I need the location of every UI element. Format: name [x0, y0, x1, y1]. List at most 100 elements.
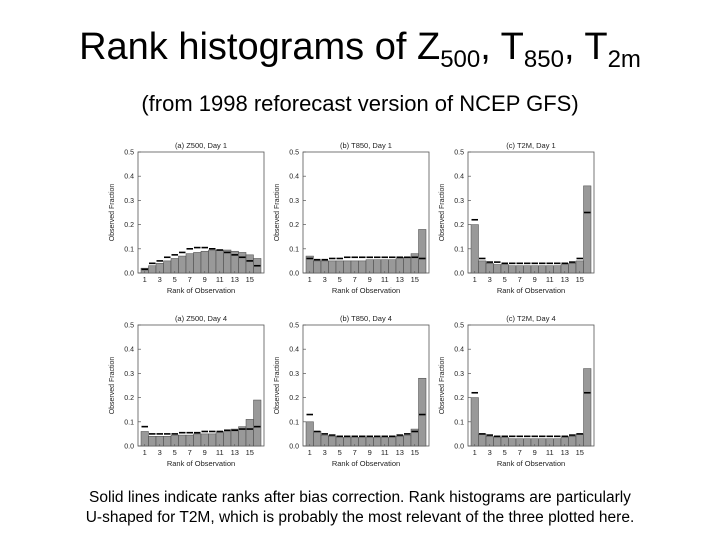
y-tick-label: 0.3 [124, 198, 134, 205]
x-tick-label: 9 [533, 448, 537, 457]
bar-rank-2 [478, 433, 487, 447]
slide-title: Rank histograms of Z500, T850, T2m [0, 24, 720, 73]
x-tick-label: 5 [338, 275, 342, 284]
y-axis-label: Observed Fraction [439, 184, 446, 242]
panel-title: (a) Z500, Day 4 [175, 314, 227, 323]
slide-subtitle: (from 1998 reforecast version of NCEP GF… [141, 91, 579, 116]
bar-rank-4 [163, 436, 172, 447]
x-tick-label: 1 [308, 448, 312, 457]
bar-rank-1 [140, 431, 149, 447]
x-tick-label: 7 [188, 275, 192, 284]
title-t850-subscript: 850 [523, 46, 564, 73]
title-z-subscript: 500 [440, 46, 481, 73]
bar-rank-8 [193, 252, 202, 274]
panel-title: (b) T850, Day 1 [340, 141, 392, 150]
x-tick-label: 1 [473, 448, 477, 457]
x-tick-label: 13 [231, 275, 239, 284]
x-tick-label: 13 [396, 448, 404, 457]
y-tick-label: 0.2 [124, 222, 134, 229]
bar-rank-4 [328, 436, 337, 447]
x-tick-label: 13 [396, 275, 404, 284]
bar-rank-14 [568, 263, 577, 274]
bar-rank-2 [148, 265, 157, 274]
bar-rank-4 [493, 264, 502, 274]
x-tick-label: 7 [353, 275, 357, 284]
x-tick-label: 3 [323, 448, 327, 457]
x-tick-label: 7 [518, 275, 522, 284]
title-text: Rank histograms of Z [79, 26, 441, 68]
x-tick-label: 7 [353, 448, 357, 457]
panel-title: (c) T2M, Day 1 [506, 141, 555, 150]
y-tick-label: 0.3 [454, 371, 464, 378]
bar-rank-16 [583, 185, 592, 274]
bar-rank-6 [178, 255, 187, 274]
title-separator-1: , T [480, 26, 524, 68]
panel-title: (a) Z500, Day 1 [175, 141, 227, 150]
bar-rank-2 [478, 260, 487, 274]
bar-rank-10 [208, 249, 217, 274]
histogram-panel-5: (b) T850, Day 4 0.0 0.1 0.2 0.3 0.4 0.5 Observe… [274, 314, 430, 468]
x-tick-label: 3 [488, 275, 492, 284]
bar-rank-13 [230, 428, 239, 447]
caption-line-2: U-shaped for T2M, which is probably the … [85, 509, 635, 526]
bar-rank-1 [470, 224, 479, 274]
x-tick-label: 9 [203, 275, 207, 284]
y-tick-label: 0.4 [289, 174, 299, 181]
slide-caption: Solid lines indicate ranks after bias co… [40, 488, 680, 528]
bar-rank-4 [328, 260, 337, 274]
bar-rank-12 [388, 437, 397, 447]
y-tick-label: 0.1 [289, 246, 299, 253]
x-axis-label: Rank of Observation [167, 459, 235, 468]
x-tick-label: 1 [473, 275, 477, 284]
bar-rank-8 [523, 438, 532, 447]
bar-rank-16 [418, 229, 427, 274]
x-tick-label: 7 [518, 448, 522, 457]
x-axis-label: Rank of Observation [497, 459, 565, 468]
y-tick-label: 0.5 [289, 323, 299, 330]
bar-rank-15 [245, 254, 254, 274]
bar-rank-8 [193, 433, 202, 447]
y-tick-label: 0.4 [124, 174, 134, 181]
x-tick-label: 9 [368, 448, 372, 457]
histogram-panel-4: (a) Z500, Day 4 0.0 0.1 0.2 0.3 0.4 0.5 Observe… [109, 314, 265, 468]
y-tick-label: 0.1 [124, 419, 134, 426]
bar-rank-11 [215, 249, 224, 274]
y-tick-label: 0.5 [289, 150, 299, 157]
y-axis-label: Observed Fraction [274, 184, 281, 242]
y-tick-label: 0.4 [124, 347, 134, 354]
x-tick-label: 11 [546, 275, 554, 284]
bar-rank-10 [373, 437, 382, 447]
y-tick-label: 0.0 [289, 271, 299, 278]
bar-rank-10 [538, 438, 547, 447]
y-axis-label: Observed Fraction [439, 357, 446, 415]
x-tick-label: 11 [546, 448, 554, 457]
x-tick-label: 5 [338, 448, 342, 457]
y-tick-label: 0.1 [454, 419, 464, 426]
bar-rank-10 [538, 265, 547, 274]
y-tick-label: 0.2 [289, 222, 299, 229]
bar-rank-6 [508, 438, 517, 447]
x-tick-label: 9 [368, 275, 372, 284]
y-axis-label: Observed Fraction [109, 357, 116, 415]
x-tick-label: 5 [503, 275, 507, 284]
y-tick-label: 0.1 [454, 246, 464, 253]
bar-rank-1 [305, 421, 314, 447]
bar-rank-14 [568, 436, 577, 447]
x-tick-label: 3 [488, 448, 492, 457]
bar-rank-7 [185, 253, 194, 274]
x-axis-label: Rank of Observation [497, 286, 565, 295]
bar-rank-2 [148, 436, 157, 447]
bar-rank-2 [313, 431, 322, 447]
x-tick-label: 9 [533, 275, 537, 284]
y-tick-label: 0.3 [289, 198, 299, 205]
y-tick-label: 0.4 [454, 347, 464, 354]
bar-rank-16 [418, 377, 427, 447]
x-tick-label: 11 [381, 275, 389, 284]
x-tick-label: 13 [561, 448, 569, 457]
bar-rank-6 [343, 437, 352, 447]
y-tick-label: 0.3 [289, 371, 299, 378]
panel-title: (b) T850, Day 4 [340, 314, 392, 323]
y-tick-label: 0.5 [124, 323, 134, 330]
bar-rank-10 [208, 433, 217, 447]
histogram-panel-6: (c) T2M, Day 4 0.0 0.1 0.2 0.3 0.4 0.5 Observed… [439, 314, 595, 468]
